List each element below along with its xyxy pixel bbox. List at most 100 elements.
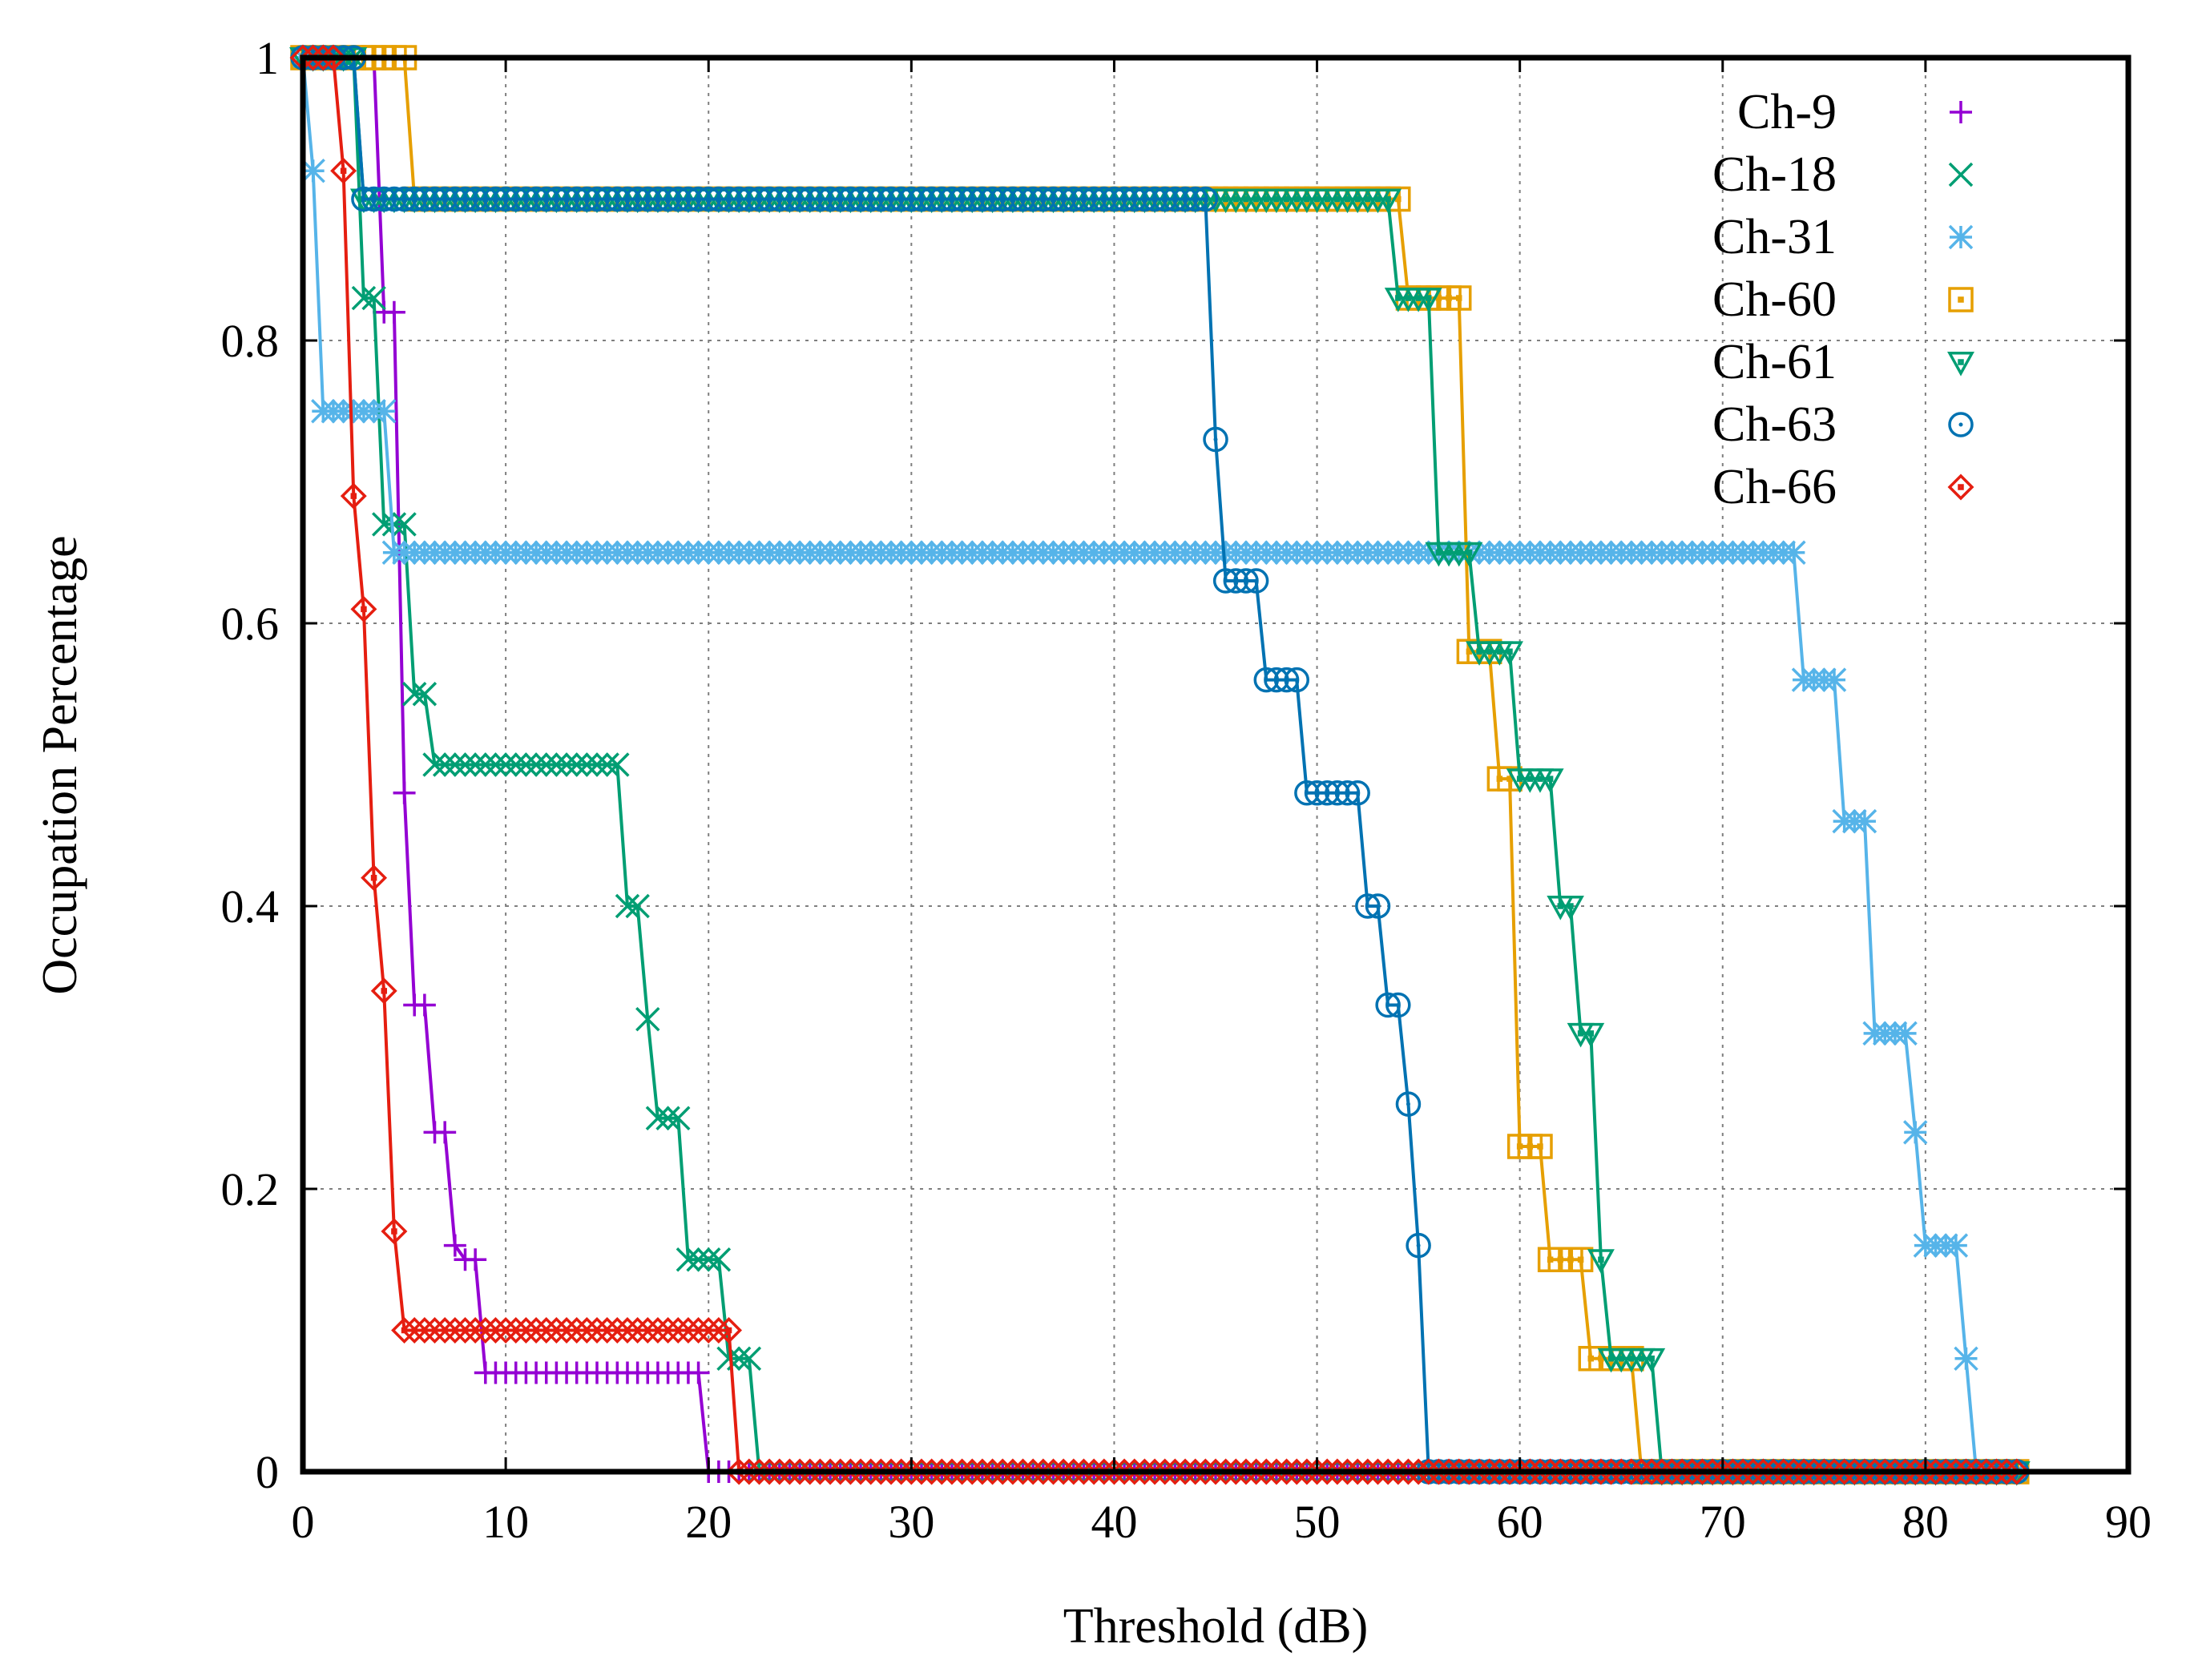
legend-label: Ch-60 <box>1712 272 1837 327</box>
data-point-x <box>635 1006 660 1032</box>
y-tick-label: 1 <box>256 32 279 84</box>
data-point-x <box>523 752 549 777</box>
marker-dot <box>1416 1243 1421 1248</box>
data-point-x <box>503 752 529 777</box>
data-point-x <box>595 752 619 777</box>
data-point-x <box>605 752 630 777</box>
data-point-star <box>372 399 397 424</box>
data-point-plus <box>393 781 416 804</box>
legend-marker <box>1947 473 1974 501</box>
data-point-x <box>686 1247 711 1272</box>
data-point-star <box>1902 1120 1928 1145</box>
data-point-diamond <box>361 864 388 892</box>
marker-dot <box>1254 578 1259 583</box>
data-point-plus <box>1950 101 1972 123</box>
data-point-x <box>442 752 468 777</box>
plot-frame <box>300 54 2132 1475</box>
marker-dot <box>1355 791 1360 796</box>
marker-dot <box>1213 437 1218 442</box>
data-point-square <box>1446 285 1472 311</box>
legend: Ch-9 Ch-18 Ch-31 Ch-60 Ch-61 Ch-63 Ch-66 <box>1712 85 1974 514</box>
data-point-x <box>716 1346 741 1372</box>
data-point-plus <box>382 300 405 324</box>
data-point-diamond <box>716 1317 743 1344</box>
data-point-triangle-down <box>1536 768 1564 793</box>
data-point-circle <box>1365 893 1391 919</box>
data-point-triangle-down <box>1587 1249 1615 1274</box>
data-point-x <box>575 752 599 777</box>
data-point-diamond <box>340 482 367 510</box>
data-point-star <box>1954 1346 1978 1372</box>
data-point-x <box>432 752 458 777</box>
data-point-circle <box>1203 426 1228 453</box>
data-point-square <box>1567 1247 1594 1272</box>
legend-label: Ch-66 <box>1712 460 1837 514</box>
data-point-x <box>473 752 498 777</box>
marker-dot <box>1396 1003 1401 1008</box>
data-point-plus <box>687 1361 710 1384</box>
axis-ticks: 0 10 20 30 40 50 60 70 80 90 0 0.2 0.4 0.6 0.8 1 <box>221 32 2152 1548</box>
data-point-triangle-down <box>1577 1022 1605 1048</box>
data-point-star <box>1852 808 1877 834</box>
data-point-x <box>1948 162 1974 187</box>
data-point-star <box>1948 224 1974 250</box>
data-point-circle <box>1395 1091 1422 1117</box>
x-tick-label: 30 <box>888 1496 934 1548</box>
data-point-triangle-down <box>1496 641 1523 666</box>
y-tick-label: 0.2 <box>221 1163 280 1215</box>
data-point-triangle-down <box>1638 1348 1666 1373</box>
data-point-x <box>351 285 377 311</box>
data-point-x <box>514 752 538 777</box>
data-point-plus <box>413 993 436 1017</box>
marker-dot <box>1375 904 1380 908</box>
data-point-x <box>696 1247 721 1272</box>
marker-dot <box>1958 422 1963 427</box>
marker-dot <box>1294 678 1299 683</box>
data-point-x <box>483 752 508 777</box>
x-axis-title: Threshold (dB) <box>1063 1599 1369 1654</box>
data-point-star <box>1943 1233 1969 1258</box>
y-tick-label: 0.8 <box>221 315 280 367</box>
y-tick-label: 0.4 <box>221 880 280 933</box>
data-point-plus <box>464 1248 487 1271</box>
legend-marker <box>1950 101 1972 123</box>
data-point-x <box>676 1247 701 1272</box>
data-point-x <box>361 285 386 311</box>
data-point-x <box>412 682 438 707</box>
legend-label: Ch-18 <box>1712 147 1837 202</box>
data-point-x <box>564 752 589 777</box>
data-point-x <box>736 1346 762 1372</box>
data-point-x <box>534 752 559 777</box>
x-tick-label: 70 <box>1700 1496 1746 1548</box>
data-point-x <box>655 1106 680 1130</box>
data-point-star <box>1893 1021 1918 1046</box>
data-point-x <box>493 752 518 777</box>
data-point-x <box>625 893 650 919</box>
legend-label: Ch-63 <box>1712 397 1837 452</box>
data-point-diamond <box>350 595 377 622</box>
x-tick-label: 10 <box>482 1496 529 1548</box>
x-tick-label: 40 <box>1091 1496 1137 1548</box>
x-tick-label: 20 <box>685 1496 732 1548</box>
data-point-star <box>300 158 325 183</box>
data-point-circle <box>1406 1232 1431 1259</box>
legend-label: Ch-9 <box>1737 85 1837 139</box>
data-point-x <box>645 1106 671 1130</box>
x-tick-label: 60 <box>1497 1496 1543 1548</box>
data-point-x <box>462 752 488 777</box>
x-tick-label: 50 <box>1294 1496 1341 1548</box>
data-point-x <box>544 752 569 777</box>
marker-dot <box>1406 1102 1410 1106</box>
x-tick-label: 0 <box>292 1496 315 1548</box>
data-point-triangle-down <box>1374 188 1402 214</box>
data-point-circle <box>1192 186 1219 212</box>
data-point-plus <box>443 1234 466 1257</box>
data-point-circle <box>1284 667 1309 693</box>
data-point-star <box>1781 540 1806 565</box>
data-point-star <box>1821 667 1847 692</box>
data-point-circle <box>1948 412 1974 437</box>
data-point-diamond <box>370 977 397 1005</box>
data-point-square <box>1948 287 1974 312</box>
legend-marker <box>1948 162 1974 187</box>
